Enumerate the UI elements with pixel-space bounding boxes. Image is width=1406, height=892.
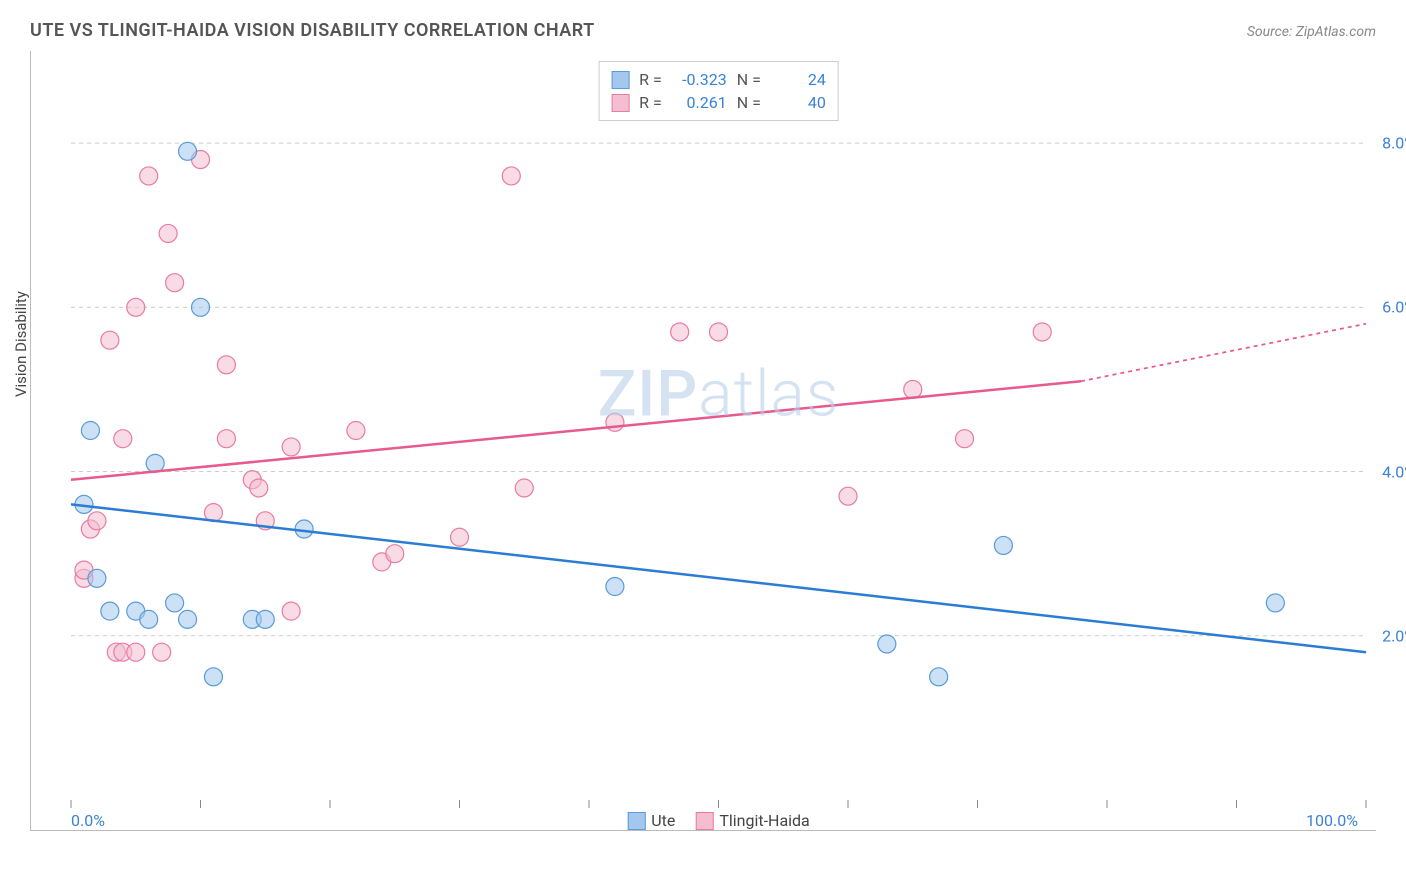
x-tick-label: 100.0% [1306,811,1358,830]
scatter-point [904,380,922,398]
scatter-point [114,430,132,448]
scatter-point [994,536,1012,554]
scatter-point [282,602,300,620]
n-label-2: N = [737,93,761,112]
scatter-point [956,430,974,448]
scatter-svg [71,61,1366,800]
scatter-point [839,487,857,505]
ute-n-value: 24 [771,70,826,89]
scatter-point [140,167,158,185]
ute-swatch-bottom [627,812,645,830]
ute-r-value: -0.323 [672,70,727,89]
y-tick-label: 8.0% [1382,134,1406,153]
trendline [71,504,1366,652]
y-tick-label: 2.0% [1382,626,1406,645]
series-legend: Ute Tlingit-Haida [627,811,810,830]
scatter-point [930,668,948,686]
scatter-point [192,298,210,316]
scatter-point [1266,594,1284,612]
legend-item-tlingit: Tlingit-Haida [695,811,809,830]
correlation-legend: R = -0.323 N = 24 R = 0.261 N = 40 [598,61,839,121]
scatter-point [606,413,624,431]
tlingit-swatch [611,94,629,112]
scatter-point [101,602,119,620]
scatter-point [282,438,300,456]
ute-legend-label: Ute [651,811,675,830]
chart-title: UTE VS TLINGIT-HAIDA VISION DISABILITY C… [30,20,595,41]
chart-area: Vision Disability ZIPatlas R = -0.323 N … [30,51,1376,831]
legend-row-ute: R = -0.323 N = 24 [611,68,826,91]
scatter-point [502,167,520,185]
scatter-point [179,142,197,160]
scatter-point [127,643,145,661]
scatter-point [88,569,106,587]
chart-container: UTE VS TLINGIT-HAIDA VISION DISABILITY C… [0,0,1406,892]
plot-region: ZIPatlas R = -0.323 N = 24 R = 0.261 N =… [71,61,1366,800]
scatter-point [159,224,177,242]
scatter-point [101,331,119,349]
scatter-point [451,528,469,546]
scatter-point [140,610,158,628]
scatter-point [127,298,145,316]
scatter-point [386,545,404,563]
scatter-point [217,356,235,374]
scatter-point [671,323,689,341]
x-tick-label: 0.0% [71,811,105,830]
scatter-point [347,422,365,440]
scatter-point [153,643,171,661]
y-axis-label: Vision Disability [12,291,30,397]
scatter-point [166,274,184,292]
trendline-extrapolated [1081,324,1366,381]
scatter-point [146,454,164,472]
r-label: R = [639,70,662,89]
n-label: N = [737,70,761,89]
scatter-point [204,668,222,686]
tlingit-r-value: 0.261 [672,93,727,112]
scatter-point [710,323,728,341]
scatter-point [256,610,274,628]
chart-source: Source: ZipAtlas.com [1247,24,1376,40]
scatter-point [1033,323,1051,341]
tlingit-legend-label: Tlingit-Haida [719,811,809,830]
r-label-2: R = [639,93,662,112]
scatter-point [81,422,99,440]
scatter-point [250,479,268,497]
y-tick-label: 6.0% [1382,298,1406,317]
legend-row-tlingit: R = 0.261 N = 40 [611,91,826,114]
scatter-point [179,610,197,628]
y-tick-label: 4.0% [1382,462,1406,481]
chart-header: UTE VS TLINGIT-HAIDA VISION DISABILITY C… [30,20,1376,41]
legend-item-ute: Ute [627,811,675,830]
tlingit-n-value: 40 [771,93,826,112]
scatter-point [515,479,533,497]
scatter-point [88,512,106,530]
tlingit-swatch-bottom [695,812,713,830]
scatter-point [878,635,896,653]
scatter-point [217,430,235,448]
scatter-point [606,578,624,596]
scatter-point [166,594,184,612]
ute-swatch [611,71,629,89]
